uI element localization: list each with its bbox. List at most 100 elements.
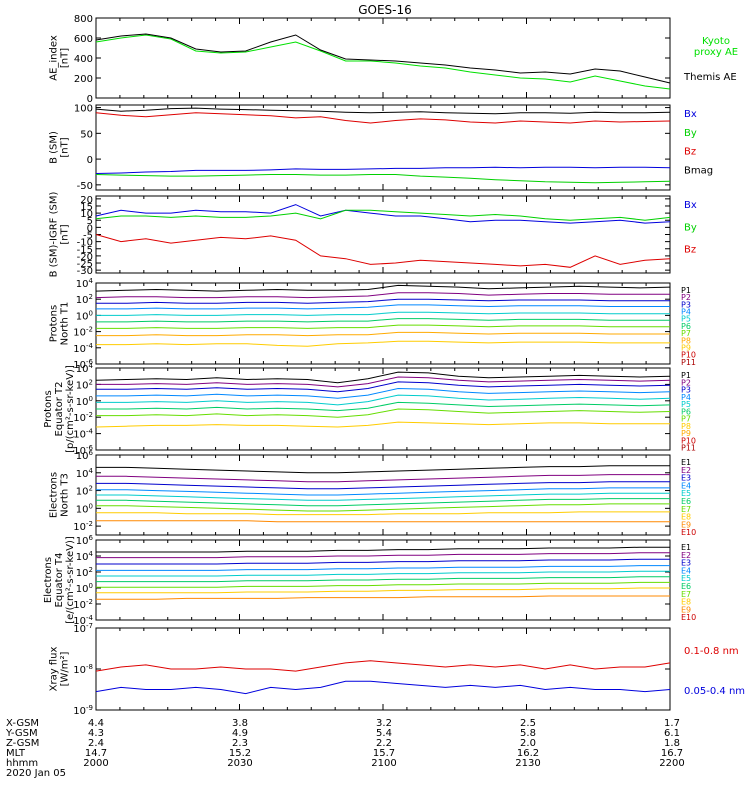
y-axis-label: Electrons North T3 <box>49 472 71 518</box>
footer-value: 3.2 <box>376 718 392 729</box>
series-line-p3 <box>96 381 671 393</box>
legend-label: P5 <box>681 315 691 324</box>
legend-label: E3 <box>681 559 691 568</box>
y-tick-label: 0 <box>87 94 93 105</box>
y-axis-label: Electrons Equator T4 [e/(cm²-s-sr-keV)] <box>43 536 76 624</box>
footer-value: 15.7 <box>373 748 395 759</box>
y-axis-label: B (SM) [nT] <box>49 131 71 164</box>
legend-label: By <box>684 222 697 233</box>
y-tick-label: 104 <box>76 277 94 290</box>
legend-label: E4 <box>681 481 691 490</box>
y-axis-label: Protons North T1 <box>49 302 71 346</box>
legend-label: P10 <box>681 351 696 360</box>
series-line-e9 <box>96 595 670 600</box>
panel-frame <box>95 17 671 99</box>
y-axis-label-line: Electrons <box>49 472 60 518</box>
series-line-p9 <box>96 340 670 347</box>
y-axis-label-line: Equator T4 <box>54 553 65 608</box>
series-line-p5 <box>96 394 671 406</box>
series-line-0-05-0-4-nm <box>95 680 671 695</box>
legend-label: E9 <box>681 520 691 529</box>
y-tick-label: 0 <box>87 223 93 234</box>
y-axis-label-line: North T3 <box>60 473 71 517</box>
y-tick-label: 102 <box>76 378 93 391</box>
panel-legend: Bx By Bz Bmag <box>684 109 713 176</box>
legend-label: E7 <box>681 505 691 514</box>
series-line-by <box>95 209 671 221</box>
legend-label: P9 <box>681 429 691 438</box>
series-line-e7 <box>96 503 670 512</box>
y-axis-label-line: [e/(cm²-s-sr-keV)] <box>65 536 76 624</box>
legend-label: P4 <box>681 393 691 402</box>
series-line-bx <box>95 166 671 174</box>
series-line-p7 <box>96 324 670 329</box>
footer-value: 2.5 <box>520 718 536 729</box>
legend-label: E8 <box>681 598 691 607</box>
y-tick-label: -50 <box>77 181 93 192</box>
y-tick-label: 10-6 <box>73 358 93 371</box>
series-line-0-1-0-8-nm <box>95 660 671 672</box>
y-tick-label: 104 <box>76 467 94 480</box>
legend-label: P3 <box>681 300 691 309</box>
panel-legend: 0.1-0.8 nm 0.05-0.4 nm <box>684 646 745 697</box>
series-line-bz <box>95 112 671 124</box>
footer-value: 2000 <box>83 758 108 769</box>
series-line-e1 <box>96 465 670 474</box>
series-line-e5 <box>96 570 670 577</box>
footer-value: 4.4 <box>88 718 104 729</box>
y-tick-label: 10-2 <box>73 411 93 424</box>
y-tick-label: 10 <box>80 209 93 220</box>
footer-value: 2200 <box>659 758 684 769</box>
y-axis-label-line: [nT] <box>60 224 71 244</box>
legend-label: Kyoto <box>702 36 730 47</box>
y-tick-label: 100 <box>76 395 93 408</box>
y-tick-label: -5 <box>83 231 93 242</box>
legend-label: 0.05-0.4 nm <box>684 686 745 697</box>
series-line-e8 <box>96 511 670 516</box>
footer-date: 2020 Jan 05 <box>6 768 66 779</box>
legend-label: E2 <box>681 466 691 475</box>
series-line-e7 <box>96 581 670 588</box>
legend-label: P1 <box>681 371 691 380</box>
legend-label: E7 <box>681 590 691 599</box>
y-tick-label: 0 <box>87 155 93 166</box>
y-axis-label: Protons Equator T2 [p/(cm²-s-sr-keV)] <box>43 365 76 453</box>
series-line-e6 <box>96 576 670 583</box>
footer-value: 3.8 <box>232 718 248 729</box>
footer-value: 5.8 <box>520 728 536 739</box>
footer-value: 1.8 <box>664 738 680 749</box>
y-tick-label: -10 <box>77 238 93 249</box>
footer-value: 16.7 <box>661 748 683 759</box>
y-axis-label-line: [p/(cm²-s-sr-keV)] <box>65 365 76 453</box>
legend-label: E3 <box>681 474 691 483</box>
legend-label: E10 <box>681 613 696 622</box>
series-line-p4 <box>96 304 670 310</box>
legend-label: P9 <box>681 343 691 352</box>
y-tick-label: 104 <box>76 362 94 375</box>
panel-frame <box>95 454 671 536</box>
y-axis-label-line: Xray flux <box>49 647 60 692</box>
series-line-p6 <box>96 318 670 323</box>
legend-label: E5 <box>681 489 691 498</box>
y-axis-label-line: [nT] <box>60 137 71 157</box>
legend-label: P7 <box>681 329 691 338</box>
legend-label: P6 <box>681 322 691 331</box>
y-tick-label: 106 <box>76 534 94 547</box>
series-line-e8 <box>96 587 670 594</box>
y-tick-label: 200 <box>74 74 93 85</box>
y-tick-label: 10-9 <box>73 704 93 717</box>
y-tick-label: 10-4 <box>73 342 93 355</box>
legend-label: By <box>684 128 697 139</box>
legend-label: P8 <box>681 422 691 431</box>
y-axis-label: B (SM)-IGRF (SM) [nT] <box>49 192 71 278</box>
series-line-e3 <box>96 558 670 565</box>
series-line-bx <box>95 204 671 224</box>
panel-2: -50 0 50 100 B (SM) [nT] Bx By Bz Bmag <box>49 104 714 192</box>
legend-label: P3 <box>681 386 691 395</box>
legend-label: E6 <box>681 497 691 506</box>
y-axis-label-line: [W/m²] <box>60 651 71 686</box>
y-tick-label: 106 <box>76 449 94 462</box>
series-line-p7 <box>96 408 671 418</box>
